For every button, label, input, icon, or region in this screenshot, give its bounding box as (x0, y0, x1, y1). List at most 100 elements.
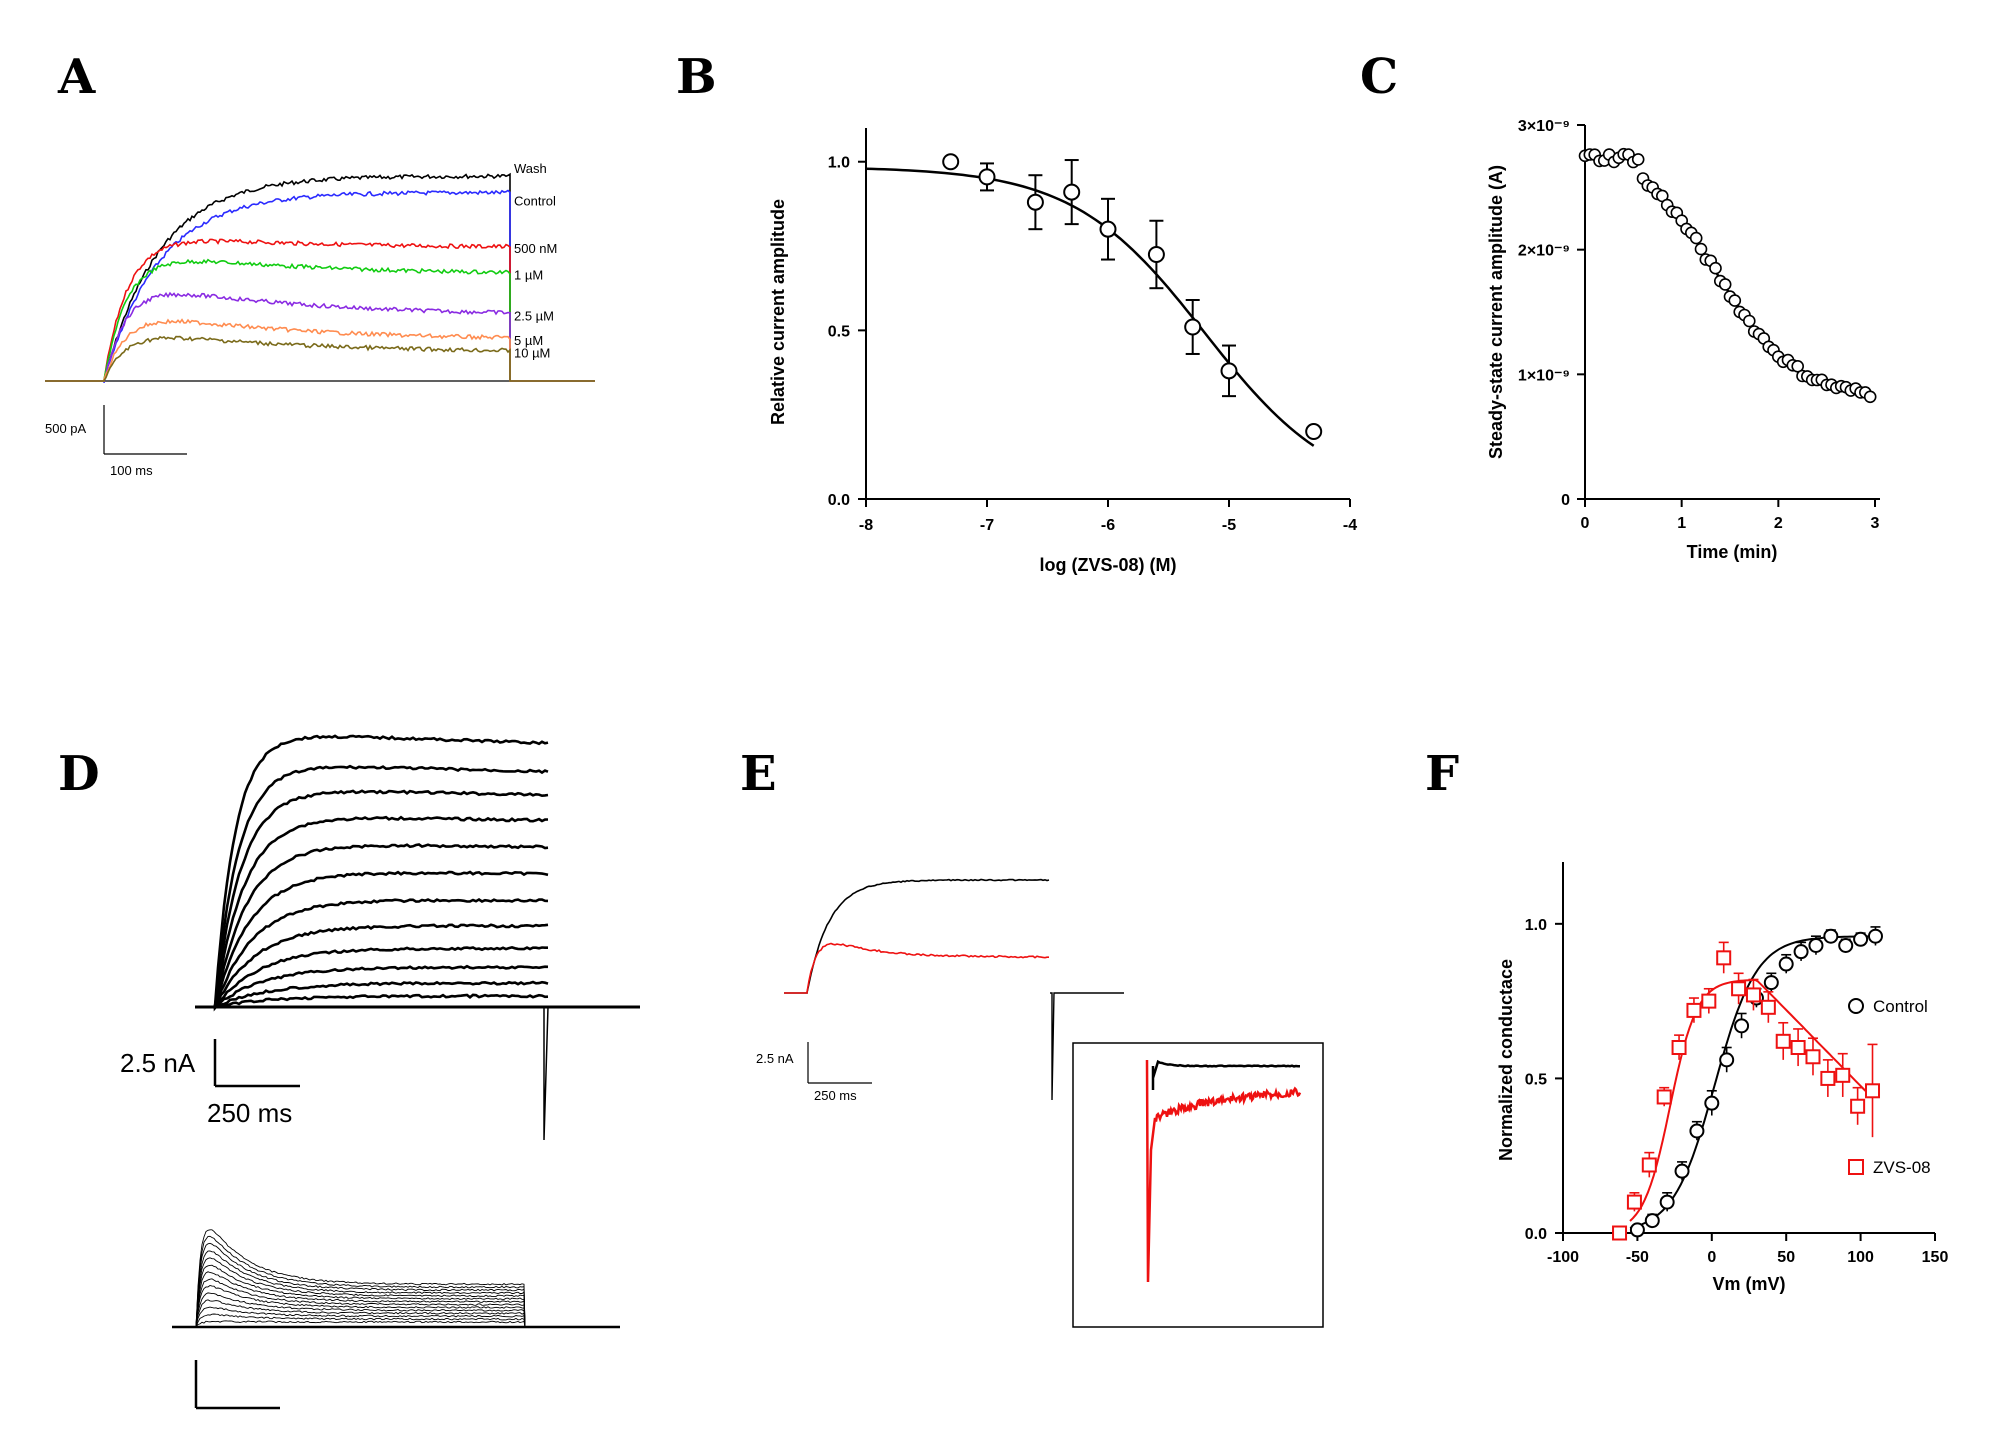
panel-f-x-tick-label: 0 (1707, 1249, 1716, 1266)
panel-d-bottom-trace (195, 1313, 526, 1328)
panel-letter-d: D (58, 746, 100, 802)
panel-a-trace-label: 10 µM (514, 345, 550, 360)
panel-f-control-point (1808, 937, 1824, 953)
panel-d-bottom-trace (195, 1271, 526, 1328)
panel-d-top-trace (213, 870, 549, 1007)
panel-f-control-point (1853, 931, 1869, 947)
panel-f-control-point (1763, 975, 1779, 991)
panel-f-control-point (1823, 928, 1839, 944)
panel-c-point (1863, 390, 1877, 404)
panel-b-point (1184, 318, 1202, 336)
panel-e-inset-drug-trace (1145, 1059, 1302, 1283)
panel-a-trace (45, 335, 595, 382)
panel-f-zvs-point (1671, 1040, 1687, 1055)
panel-b-points (942, 153, 1323, 441)
panel-f-zvs-point (1805, 1049, 1821, 1065)
panel-d-top-trace (213, 815, 549, 1008)
panel-b-fit-curve (865, 167, 1315, 447)
panel-f-zvs-point (1820, 1070, 1836, 1086)
panel-b-chart: -8 -7 -6 -5 -4 0.0 0.5 1.0 log (ZVS-08) (M) Rel… (768, 128, 1357, 575)
panel-b-y-label: Relative current amplitude (768, 199, 788, 425)
panel-d-top-trace (213, 993, 549, 1010)
panel-a-trace-group (45, 172, 595, 383)
panel-f-points (1612, 926, 1883, 1241)
panel-d-bottom-trace (195, 1257, 526, 1328)
panel-c-y-label: Steady-state current amplitude (A) (1486, 165, 1506, 459)
panel-e-inset-frame (1072, 1042, 1324, 1328)
panel-a-trace (45, 291, 595, 382)
panel-a-scale-time: 100 ms (110, 463, 153, 478)
panel-letter-f: F (1425, 746, 1459, 802)
panel-b-x-tick-label: -7 (980, 517, 994, 534)
panel-d-bottom-trace (195, 1285, 526, 1328)
panel-f-ticks: -100 -50 0 50 100 150 0.0 0.5 1.0 (1525, 917, 1949, 1266)
panel-d-top-trace (213, 734, 549, 1007)
panel-f-control-point (1719, 1052, 1735, 1068)
panel-b-point (1147, 245, 1165, 263)
panel-b-y-tick-label: 0.5 (828, 323, 850, 340)
panel-b-point (1063, 183, 1081, 201)
panel-f-legend-zvs-marker (1848, 1159, 1864, 1175)
panel-b-x-label: log (ZVS-08) (M) (1040, 555, 1177, 575)
panel-d-top-trace (213, 897, 549, 1009)
panel-f-zvs-point (1745, 987, 1761, 1003)
panel-e-control-trace (784, 878, 1050, 994)
panel-b-point (1099, 220, 1117, 238)
panel-b-point (942, 153, 960, 171)
panel-d-bottom-trace (195, 1306, 526, 1328)
panel-b-point (1220, 362, 1238, 380)
panel-d-top-traces (213, 734, 549, 1012)
panel-b-y-tick-label: 0.0 (828, 492, 850, 509)
panel-f-zvs-point (1850, 1098, 1866, 1114)
panel-f-zvs-point (1716, 950, 1732, 966)
panel-c-point (1743, 314, 1756, 328)
panel-b-x-tick-label: -6 (1101, 517, 1115, 534)
panel-e-scale-current: 2.5 nA (756, 1051, 794, 1066)
panel-e-inset-control-trace (1151, 1059, 1300, 1090)
panel-f-control-point (1838, 937, 1854, 953)
panel-b-point (978, 168, 996, 186)
panel-f-y-label: Normalized conductace (1496, 959, 1516, 1161)
panel-b-point (1305, 423, 1323, 441)
panel-b-point (1026, 193, 1044, 211)
panel-c-point (1689, 231, 1703, 245)
panel-c-x-tick-label: 1 (1677, 515, 1686, 532)
panel-c-y-tick-label: 1×10⁻⁹ (1518, 367, 1570, 384)
panel-c-y-tick-label: 3×10⁻⁹ (1518, 118, 1570, 135)
panel-c-x-tick-label: 2 (1774, 515, 1783, 532)
panel-a-trace-label: 500 nM (514, 241, 557, 256)
panel-letter-b: B (676, 49, 717, 105)
panel-f-x-tick-label: 50 (1777, 1249, 1795, 1266)
panel-f-zvs-point (1626, 1194, 1642, 1210)
panel-letter-c: C (1360, 49, 1398, 105)
panel-a-trace (45, 238, 595, 383)
panel-d-top-trace (213, 923, 549, 1008)
panel-f-control-point (1629, 1222, 1645, 1238)
panel-f-x-tick-label: 100 (1847, 1249, 1874, 1266)
panel-f-legend-zvs: ZVS-08 (1873, 1158, 1931, 1177)
panel-f-zvs-point (1612, 1225, 1628, 1241)
panel-e-tail (1050, 992, 1124, 1101)
panel-b-x-tick-label: -5 (1222, 517, 1236, 534)
panel-e-drug-trace (784, 942, 1049, 994)
panel-c-point (1718, 278, 1732, 291)
panel-d-bottom-trace (195, 1235, 526, 1328)
panel-a-trace-label: 1 µM (514, 267, 543, 282)
panel-d-top-trace (213, 964, 549, 1012)
panel-d-bottom-trace (195, 1292, 526, 1328)
panel-d-bottom-trace (195, 1242, 526, 1328)
panel-f-control-point (1793, 944, 1809, 960)
panel-c-x-tick-label: 0 (1581, 515, 1590, 532)
panel-f-control-point (1644, 1213, 1660, 1229)
panel-d-top-trace (213, 980, 549, 1008)
panel-d-bottom-trace (195, 1299, 526, 1328)
panel-d-scale-current: 2.5 nA (120, 1048, 196, 1078)
panel-d-top-trace (213, 764, 549, 1008)
panel-a-scale-current: 500 pA (45, 421, 87, 436)
panel-d-bottom-trace (195, 1229, 526, 1328)
panel-c-point (1728, 294, 1742, 307)
panel-a-trace-label: Wash (514, 161, 547, 176)
